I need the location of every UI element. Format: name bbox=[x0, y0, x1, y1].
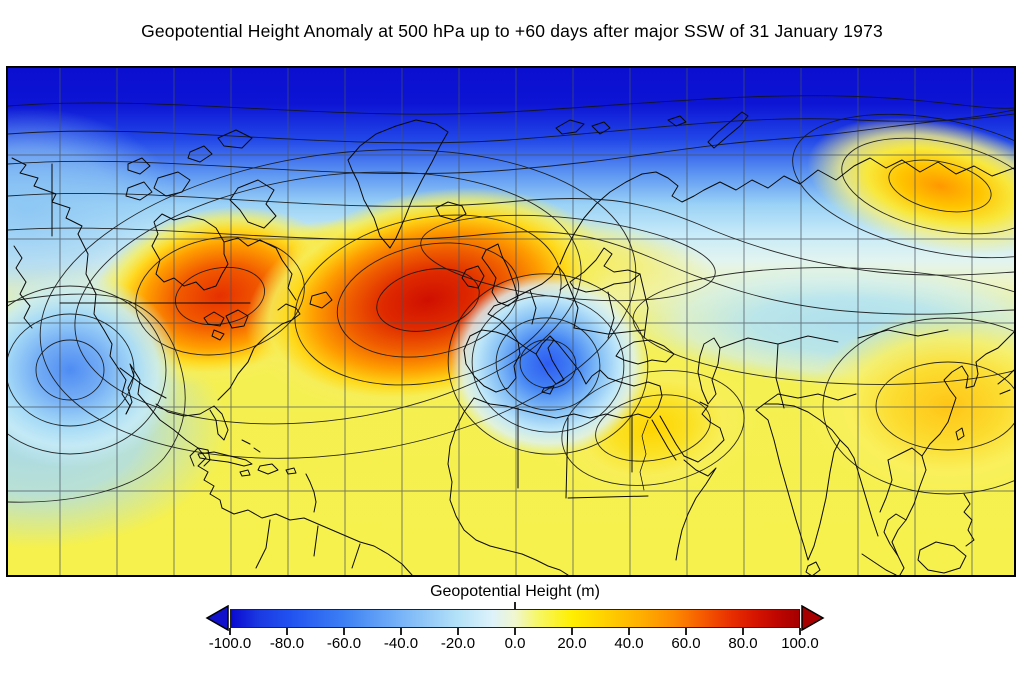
colorbar-label: Geopotential Height (m) bbox=[430, 583, 600, 600]
colorbar-tick bbox=[400, 628, 402, 635]
anomaly-map bbox=[6, 66, 1016, 577]
colorbar: Geopotential Height (m) -100.0 -80.0 -60… bbox=[205, 583, 825, 663]
anomaly-field bbox=[8, 68, 1014, 575]
colorbar-tick bbox=[628, 628, 630, 635]
colorbar-gradient bbox=[230, 609, 800, 628]
colorbar-tick bbox=[457, 628, 459, 635]
figure-title: Geopotential Height Anomaly at 500 hPa u… bbox=[141, 21, 883, 41]
colorbar-tick-label: -80.0 bbox=[269, 635, 305, 652]
colorbar-tick bbox=[343, 628, 345, 635]
colorbar-tick-label: 60.0 bbox=[671, 635, 701, 652]
colorbar-right-arrow-icon bbox=[801, 605, 825, 631]
colorbar-tick bbox=[799, 628, 801, 635]
contour-lines bbox=[8, 95, 1014, 503]
colorbar-tick bbox=[685, 628, 687, 635]
colorbar-zero-top-tick bbox=[514, 602, 516, 609]
colorbar-tick bbox=[742, 628, 744, 635]
colorbar-tick-label: 40.0 bbox=[614, 635, 644, 652]
colorbar-tick bbox=[229, 628, 231, 635]
colorbar-tick bbox=[286, 628, 288, 635]
colorbar-tick bbox=[514, 628, 516, 635]
colorbar-tick-label: -20.0 bbox=[440, 635, 476, 652]
coastlines bbox=[11, 111, 1014, 575]
colorbar-left-arrow-icon bbox=[205, 605, 229, 631]
colorbar-tick bbox=[571, 628, 573, 635]
map-svg bbox=[8, 68, 1014, 575]
colorbar-tick-label: 20.0 bbox=[557, 635, 587, 652]
colorbar-tick-label: -40.0 bbox=[383, 635, 419, 652]
colorbar-tick-label: -100.0 bbox=[208, 635, 252, 652]
colorbar-tick-label: -60.0 bbox=[326, 635, 362, 652]
colorbar-tick-label: 80.0 bbox=[728, 635, 758, 652]
colorbar-tick-label: 100.0 bbox=[781, 635, 819, 652]
colorbar-tick-label: 0.0 bbox=[504, 635, 526, 652]
